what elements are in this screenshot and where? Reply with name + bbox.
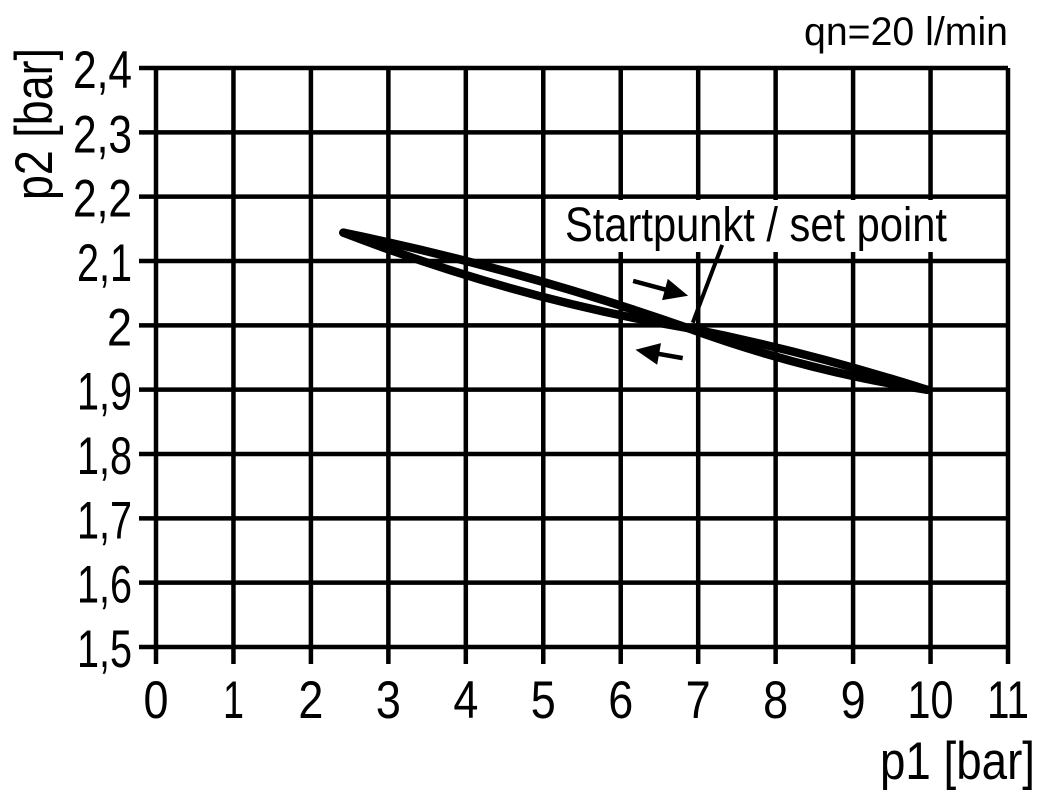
y-tick-label: 2 [107, 298, 132, 357]
y-tick-label: 1,8 [77, 427, 132, 486]
x-tick-label: 9 [841, 671, 866, 730]
x-tick-label: 8 [763, 671, 788, 730]
x-axis-label: p1 [bar] [880, 732, 1035, 791]
x-tick-label: 7 [686, 671, 711, 730]
y-tick-label: 2,1 [77, 234, 132, 293]
x-tick-label: 3 [376, 671, 401, 730]
hysteresis-curve [339, 228, 931, 394]
direction-arrow-right-head [662, 278, 689, 301]
y-tick-label: 2,3 [73, 105, 132, 164]
annotation-background-layer [559, 200, 953, 252]
x-tick-label: 5 [531, 671, 556, 730]
y-tick-label: 2,4 [73, 41, 132, 100]
hysteresis-curves [339, 228, 931, 394]
annotation-leader-line [690, 244, 725, 324]
x-tick-label: 10 [908, 671, 954, 730]
y-tick-label: 2,2 [73, 170, 132, 229]
x-tick-label: 1 [223, 671, 244, 730]
y-axis-label: p2 [bar] [5, 48, 64, 200]
text-layer: qn=20 l/min p1 [bar] p2 [bar] Startpunkt… [5, 10, 1035, 791]
chart-title: qn=20 l/min [804, 10, 1008, 54]
x-tick-label: 2 [298, 671, 323, 730]
direction-arrow-left-head [635, 343, 661, 365]
x-tick-label: 4 [453, 671, 478, 730]
x-tick-label: 6 [608, 671, 633, 730]
y-tick-label: 1,6 [77, 556, 132, 615]
x-tick-label: 11 [987, 671, 1029, 730]
annotation-label: Startpunkt / set point [565, 199, 947, 252]
annotation-background [559, 200, 953, 252]
y-tick-label: 1,7 [77, 491, 132, 550]
y-tick-label: 1,9 [77, 363, 132, 422]
y-tick-label: 1,5 [77, 620, 132, 679]
x-tick-label: 0 [144, 671, 169, 730]
grid: 0 1 2 3 4 5 6 7 8 9 10 112,42,32,22,121,91,81,71,61… [73, 41, 1029, 730]
annotation-layer [632, 244, 725, 365]
